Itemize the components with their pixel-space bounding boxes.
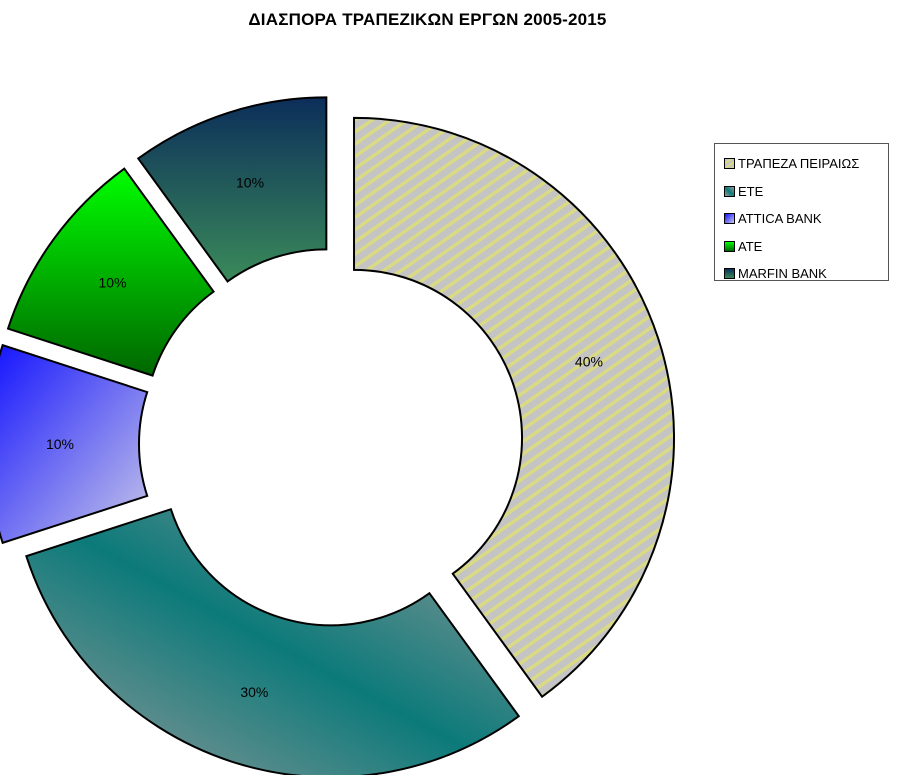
data-label-ate: 10%	[99, 274, 127, 290]
legend-label: ATTICA BANK	[738, 211, 822, 227]
slice-ete	[25, 507, 521, 775]
data-label-ete: 30%	[240, 684, 268, 700]
legend-swatch	[724, 158, 735, 170]
slice-attica-bank	[0, 343, 149, 545]
legend-item-attica-bank: ATTICA BANK	[715, 205, 888, 233]
data-label-marfin-bank: 10%	[236, 174, 264, 190]
legend-item-ete: ΕΤΕ	[715, 178, 888, 206]
data-label-attica-bank: 10%	[46, 436, 74, 452]
slice-ate	[6, 167, 215, 377]
legend-label: ΑΤΕ	[738, 238, 763, 254]
legend-item-ate: ΑΤΕ	[715, 233, 888, 261]
legend-swatch	[724, 240, 735, 252]
legend-label: ΕΤΕ	[738, 183, 764, 199]
slice-trapeza-peiraios	[353, 116, 675, 699]
legend-swatch	[724, 213, 735, 225]
data-label-trapeza-peiraios: 40%	[575, 353, 603, 369]
legend-item-trapeza-peiraios: ΤΡΑΠΕΖΑ ΠΕΙΡΑΙΩΣ	[715, 150, 888, 178]
legend-label: ΤΡΑΠΕΖΑ ΠΕΙΡΑΙΩΣ	[738, 156, 860, 172]
legend-item-marfin-bank: MARFIN BANK	[715, 260, 888, 288]
legend-swatch	[724, 185, 735, 197]
legend-label: MARFIN BANK	[738, 266, 827, 282]
chart-title: ΔΙΑΣΠΟΡΑ ΤΡΑΠΕΖΙΚΩΝ ΕΡΓΩΝ 2005-2015	[248, 10, 607, 29]
legend: ΤΡΑΠΕΖΑ ΠΕΙΡΑΙΩΣ ΕΤΕ ATTICA BANK ΑΤΕ MARFIN …	[714, 143, 889, 281]
legend-swatch	[724, 268, 735, 280]
slice-marfin-bank	[136, 96, 328, 283]
